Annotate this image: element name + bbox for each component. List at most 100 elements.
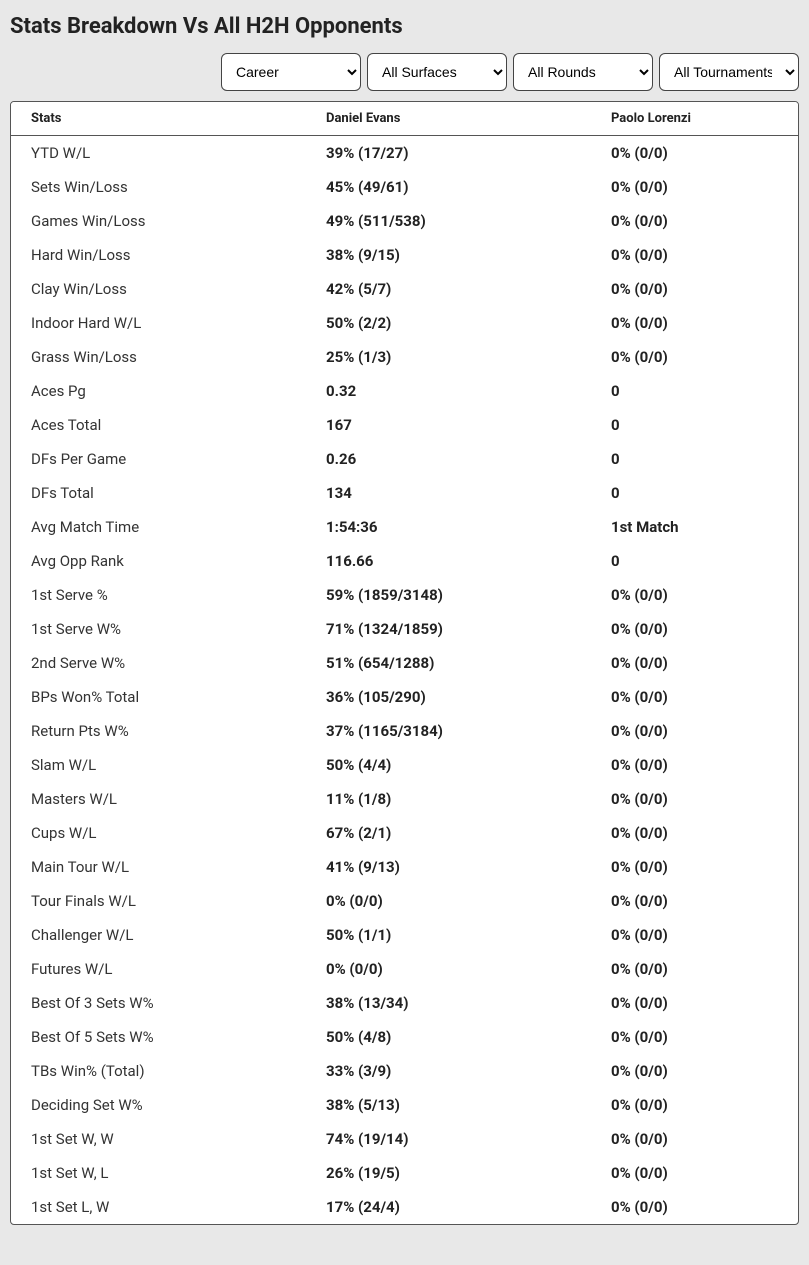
player1-value: 50% (4/8) (306, 1020, 591, 1054)
player2-value: 0 (591, 408, 798, 442)
player1-value: 59% (1859/3148) (306, 578, 591, 612)
player2-value: 0 (591, 544, 798, 578)
col-header-player1: Daniel Evans (306, 102, 591, 136)
table-row: Main Tour W/L41% (9/13)0% (0/0) (11, 850, 798, 884)
table-row: Deciding Set W%38% (5/13)0% (0/0) (11, 1088, 798, 1122)
tournament-select[interactable]: All Tournaments (659, 53, 799, 91)
table-row: Return Pts W%37% (1165/3184)0% (0/0) (11, 714, 798, 748)
player1-value: 41% (9/13) (306, 850, 591, 884)
player2-value: 0% (0/0) (591, 204, 798, 238)
round-select[interactable]: All Rounds (513, 53, 653, 91)
table-row: DFs Per Game0.260 (11, 442, 798, 476)
col-header-stats: Stats (11, 102, 306, 136)
player1-value: 134 (306, 476, 591, 510)
player1-value: 0% (0/0) (306, 884, 591, 918)
player1-value: 38% (13/34) (306, 986, 591, 1020)
player1-value: 11% (1/8) (306, 782, 591, 816)
table-row: 1st Serve %59% (1859/3148)0% (0/0) (11, 578, 798, 612)
player1-value: 17% (24/4) (306, 1190, 591, 1224)
stat-label: Masters W/L (11, 782, 306, 816)
player2-value: 0% (0/0) (591, 340, 798, 374)
player2-value: 0% (0/0) (591, 782, 798, 816)
stat-label: Clay Win/Loss (11, 272, 306, 306)
player1-value: 38% (5/13) (306, 1088, 591, 1122)
player2-value: 0% (0/0) (591, 136, 798, 171)
stats-table: Stats Daniel Evans Paolo Lorenzi YTD W/L… (11, 102, 798, 1224)
table-row: Avg Opp Rank116.660 (11, 544, 798, 578)
table-row: Best Of 3 Sets W%38% (13/34)0% (0/0) (11, 986, 798, 1020)
stat-label: Futures W/L (11, 952, 306, 986)
stat-label: Avg Match Time (11, 510, 306, 544)
player2-value: 0% (0/0) (591, 952, 798, 986)
stat-label: Best Of 3 Sets W% (11, 986, 306, 1020)
table-row: TBs Win% (Total)33% (3/9)0% (0/0) (11, 1054, 798, 1088)
table-row: Grass Win/Loss25% (1/3)0% (0/0) (11, 340, 798, 374)
stat-label: Slam W/L (11, 748, 306, 782)
table-row: Aces Total1670 (11, 408, 798, 442)
player1-value: 0.26 (306, 442, 591, 476)
player2-value: 0% (0/0) (591, 646, 798, 680)
table-row: 1st Serve W%71% (1324/1859)0% (0/0) (11, 612, 798, 646)
player2-value: 0% (0/0) (591, 238, 798, 272)
page-title: Stats Breakdown Vs All H2H Opponents (10, 14, 799, 39)
player1-value: 50% (2/2) (306, 306, 591, 340)
player1-value: 36% (105/290) (306, 680, 591, 714)
table-row: Best Of 5 Sets W%50% (4/8)0% (0/0) (11, 1020, 798, 1054)
player1-value: 1:54:36 (306, 510, 591, 544)
player1-value: 45% (49/61) (306, 170, 591, 204)
stat-label: Grass Win/Loss (11, 340, 306, 374)
player1-value: 49% (511/538) (306, 204, 591, 238)
surface-select[interactable]: All Surfaces (367, 53, 507, 91)
player1-value: 74% (19/14) (306, 1122, 591, 1156)
player1-value: 25% (1/3) (306, 340, 591, 374)
table-row: Slam W/L50% (4/4)0% (0/0) (11, 748, 798, 782)
stat-label: Main Tour W/L (11, 850, 306, 884)
table-row: 1st Set W, L26% (19/5)0% (0/0) (11, 1156, 798, 1190)
player1-value: 0% (0/0) (306, 952, 591, 986)
stat-label: Avg Opp Rank (11, 544, 306, 578)
table-row: Indoor Hard W/L50% (2/2)0% (0/0) (11, 306, 798, 340)
table-row: Aces Pg0.320 (11, 374, 798, 408)
stat-label: Tour Finals W/L (11, 884, 306, 918)
filters-row: Career All Surfaces All Rounds All Tourn… (10, 53, 799, 91)
table-row: Masters W/L11% (1/8)0% (0/0) (11, 782, 798, 816)
player2-value: 0% (0/0) (591, 850, 798, 884)
player1-value: 50% (1/1) (306, 918, 591, 952)
player2-value: 0% (0/0) (591, 816, 798, 850)
table-row: 2nd Serve W%51% (654/1288)0% (0/0) (11, 646, 798, 680)
player2-value: 0 (591, 476, 798, 510)
table-row: Challenger W/L50% (1/1)0% (0/0) (11, 918, 798, 952)
stat-label: Return Pts W% (11, 714, 306, 748)
table-row: Clay Win/Loss42% (5/7)0% (0/0) (11, 272, 798, 306)
player2-value: 0% (0/0) (591, 1020, 798, 1054)
player1-value: 38% (9/15) (306, 238, 591, 272)
stat-label: 1st Set W, W (11, 1122, 306, 1156)
player1-value: 26% (19/5) (306, 1156, 591, 1190)
player1-value: 167 (306, 408, 591, 442)
col-header-player2: Paolo Lorenzi (591, 102, 798, 136)
period-select[interactable]: Career (221, 53, 361, 91)
stat-label: 1st Set W, L (11, 1156, 306, 1190)
stat-label: Cups W/L (11, 816, 306, 850)
table-row: Avg Match Time1:54:361st Match (11, 510, 798, 544)
stat-label: TBs Win% (Total) (11, 1054, 306, 1088)
stat-label: Aces Pg (11, 374, 306, 408)
player2-value: 0% (0/0) (591, 612, 798, 646)
table-row: Futures W/L0% (0/0)0% (0/0) (11, 952, 798, 986)
stat-label: BPs Won% Total (11, 680, 306, 714)
stat-label: 1st Serve W% (11, 612, 306, 646)
stat-label: Deciding Set W% (11, 1088, 306, 1122)
player2-value: 0% (0/0) (591, 748, 798, 782)
stat-label: 1st Set L, W (11, 1190, 306, 1224)
player2-value: 0% (0/0) (591, 272, 798, 306)
stat-label: 2nd Serve W% (11, 646, 306, 680)
stat-label: Aces Total (11, 408, 306, 442)
stat-label: DFs Per Game (11, 442, 306, 476)
table-row: 1st Set L, W17% (24/4)0% (0/0) (11, 1190, 798, 1224)
player2-value: 0% (0/0) (591, 578, 798, 612)
table-row: Games Win/Loss49% (511/538)0% (0/0) (11, 204, 798, 238)
table-row: Cups W/L67% (2/1)0% (0/0) (11, 816, 798, 850)
player2-value: 0% (0/0) (591, 1156, 798, 1190)
player1-value: 116.66 (306, 544, 591, 578)
player2-value: 0% (0/0) (591, 918, 798, 952)
